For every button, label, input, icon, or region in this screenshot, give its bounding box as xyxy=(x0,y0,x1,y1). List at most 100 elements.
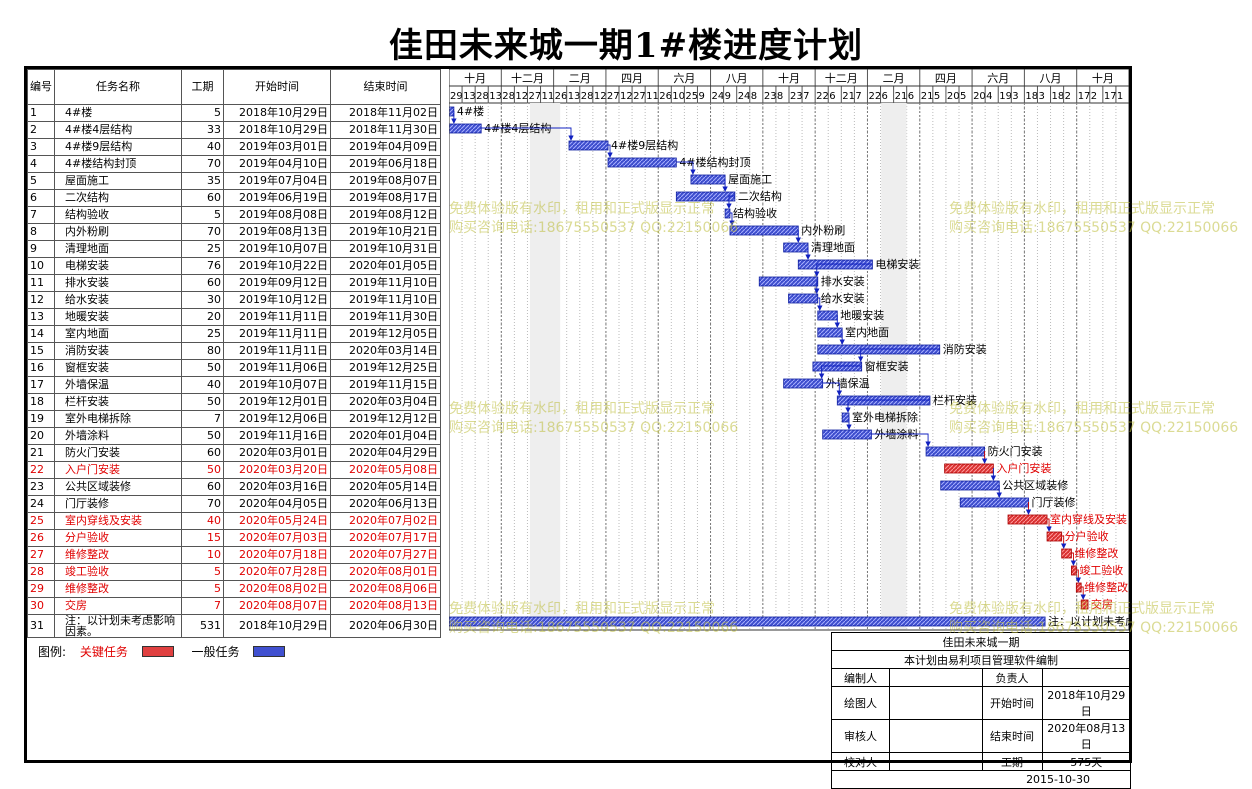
legend-critical-label: 关键任务 xyxy=(79,645,128,659)
table-row: 28 竣工验收 5 2020年07月28日 2020年08月01日 xyxy=(27,563,441,581)
cell-end: 2020年06月13日 xyxy=(330,495,441,513)
month-label: 二月 xyxy=(569,72,591,85)
day-tick-label: 25 xyxy=(685,91,698,102)
table-row: 10 电梯安装 76 2019年10月22日 2020年01月05日 xyxy=(27,257,441,275)
table-row: 3 4#楼9层结构 40 2019年03月01日 2019年04月09日 xyxy=(27,138,441,156)
cell-duration: 70 xyxy=(181,155,224,173)
dependency-link xyxy=(481,127,574,141)
dependency-link xyxy=(1060,535,1067,549)
day-tick-label: 20 xyxy=(947,91,960,102)
day-tick-label: 22 xyxy=(816,91,829,102)
cell-duration: 7 xyxy=(181,597,224,615)
day-tick-label: 12 xyxy=(594,91,607,102)
cell-end: 2019年12月05日 xyxy=(330,325,441,343)
cell-start: 2019年10月07日 xyxy=(223,240,331,258)
cell-id: 26 xyxy=(27,529,55,547)
legend: 图例: 关键任务 一般任务 xyxy=(38,643,299,660)
task-bar xyxy=(1046,531,1063,542)
day-tick-label: 29 xyxy=(450,91,463,102)
task-bar-label: 竣工验收 xyxy=(1079,563,1123,577)
cell-name: 排水安装 xyxy=(54,274,182,292)
task-bar xyxy=(449,616,1046,627)
header-end: 结束时间 xyxy=(330,69,441,105)
task-bar xyxy=(675,191,736,202)
cell-name: 入户门安装 xyxy=(54,461,182,479)
cell-name: 防火门安装 xyxy=(54,444,182,462)
cell-end: 2020年08月13日 xyxy=(330,597,441,615)
day-tick-label: 24 xyxy=(712,91,725,102)
task-bar-label: 室内地面 xyxy=(845,325,889,339)
info-end-label: 结束时间 xyxy=(981,719,1043,753)
cell-end: 2020年07月17日 xyxy=(330,529,441,547)
table-row: 16 窗框安装 50 2019年11月06日 2019年12月25日 xyxy=(27,359,441,377)
task-bar-label: 维修整改 xyxy=(1084,580,1128,594)
cell-duration: 60 xyxy=(181,274,224,292)
cell-name: 地暖安装 xyxy=(54,308,182,326)
info-duration-label: 工期 xyxy=(981,752,1043,771)
cell-id: 1 xyxy=(27,104,55,122)
month-label: 六月 xyxy=(987,72,1009,85)
cell-start: 2020年08月07日 xyxy=(223,597,331,615)
cell-duration: 7 xyxy=(181,410,224,428)
cell-end: 2019年08月17日 xyxy=(330,189,441,207)
info-end-value: 2020年08月13日 xyxy=(1041,719,1132,753)
day-tick-label: 7 xyxy=(803,91,809,102)
cell-end: 2019年11月10日 xyxy=(330,291,441,309)
day-tick-label: 12 xyxy=(620,91,633,102)
cell-end: 2019年04月09日 xyxy=(330,138,441,156)
header-start: 开始时间 xyxy=(223,69,331,105)
cell-id: 17 xyxy=(27,376,55,394)
table-row: 23 公共区域装修 60 2020年03月16日 2020年05月14日 xyxy=(27,478,441,496)
day-tick-label: 10 xyxy=(672,91,685,102)
task-bar xyxy=(758,276,819,287)
task-bar-label: 室外电梯拆除 xyxy=(852,410,918,424)
cell-start: 2019年11月16日 xyxy=(223,427,331,445)
day-tick-label: 23 xyxy=(790,91,803,102)
day-tick-label: 27 xyxy=(633,91,646,102)
task-bar xyxy=(836,395,931,406)
table-row: 30 交房 7 2020年08月07日 2020年08月13日 xyxy=(27,597,441,615)
task-bar-label: 内外粉刷 xyxy=(801,223,845,237)
cell-duration: 5 xyxy=(181,563,224,581)
day-tick-label: 27 xyxy=(607,91,620,102)
task-bar-label: 室内穿线及安装 xyxy=(1050,512,1127,526)
cell-id: 21 xyxy=(27,444,55,462)
info-box: 佳田未来城一期 本计划由易利项目管理软件编制 编制人 负责人 绘图人 开始时间 201… xyxy=(831,632,1132,789)
cell-start: 2019年03月01日 xyxy=(223,138,331,156)
cell-end: 2020年01月05日 xyxy=(330,257,441,275)
task-bar-label: 栏杆安装 xyxy=(933,393,977,407)
header-name: 任务名称 xyxy=(54,69,182,105)
dependency-link xyxy=(1070,552,1077,566)
cell-start: 2019年08月08日 xyxy=(223,206,331,224)
info-reviewer-value xyxy=(888,719,983,753)
day-tick-label: 18 xyxy=(1052,91,1065,102)
day-tick-label: 1 xyxy=(1117,91,1123,102)
cell-name: 公共区域装修 xyxy=(54,478,182,496)
month-label: 四月 xyxy=(935,72,957,85)
task-bar xyxy=(568,140,609,151)
info-duration-value: 575天 xyxy=(1041,752,1132,771)
task-bar xyxy=(783,378,824,389)
info-reviewer-label: 审核人 xyxy=(831,719,890,753)
info-editor-value xyxy=(888,668,983,687)
cell-end: 2020年05月14日 xyxy=(330,478,441,496)
cell-duration: 25 xyxy=(181,240,224,258)
cell-id: 24 xyxy=(27,495,55,513)
task-bar xyxy=(797,259,873,270)
cell-end: 2020年07月02日 xyxy=(330,512,441,530)
task-bar xyxy=(817,327,843,338)
task-bar-label: 电梯安装 xyxy=(875,257,919,271)
table-row: 22 入户门安装 50 2020年03月20日 2020年05月08日 xyxy=(27,461,441,479)
cell-name: 窗框安装 xyxy=(54,359,182,377)
dependency-link xyxy=(729,212,735,226)
task-bar-label: 二次结构 xyxy=(738,189,782,203)
day-tick-label: 11 xyxy=(646,91,659,102)
table-row: 21 防火门安装 60 2020年03月01日 2020年04月29日 xyxy=(27,444,441,462)
task-bar-label: 消防安装 xyxy=(943,342,987,356)
day-tick-label: 23 xyxy=(764,91,777,102)
day-tick-label: 28 xyxy=(581,91,594,102)
cell-id: 31 xyxy=(27,614,55,638)
cell-end: 2020年06月30日 xyxy=(330,614,441,638)
day-tick-label: 5 xyxy=(960,91,966,102)
table-row: 15 消防安装 80 2019年11月11日 2020年03月14日 xyxy=(27,342,441,360)
